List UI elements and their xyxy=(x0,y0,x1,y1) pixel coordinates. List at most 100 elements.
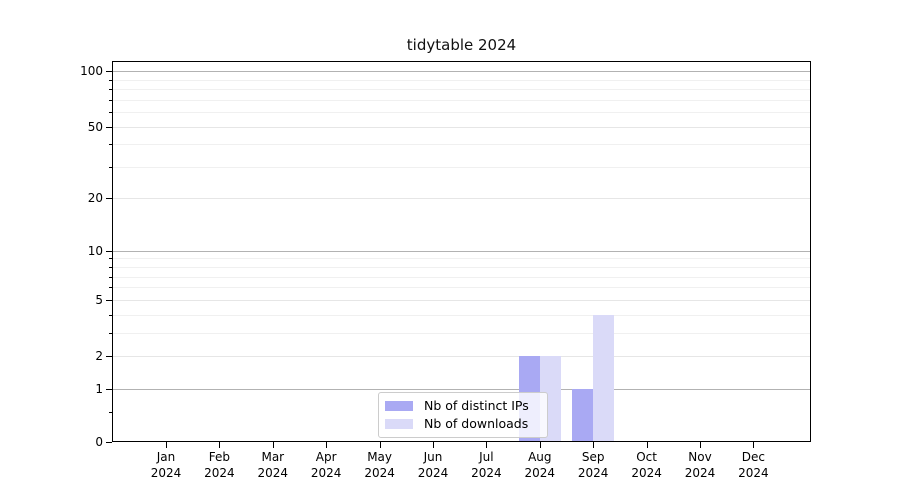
x-tick-label-month: Jun xyxy=(423,450,443,464)
y-minor-tick xyxy=(109,314,112,316)
x-tick-label: Jun 2024 xyxy=(406,449,460,481)
x-tick-label: Feb 2024 xyxy=(192,449,246,481)
x-tick-label-month: Mar xyxy=(261,450,285,464)
legend-item-distinct-ips: Nb of distinct IPs xyxy=(385,397,539,415)
y-gridline xyxy=(113,258,810,260)
y-minor-tick xyxy=(109,276,112,278)
y-gridline xyxy=(113,276,810,278)
y-minor-tick xyxy=(109,99,112,101)
y-tick xyxy=(106,356,112,357)
x-tick-label-year: 2024 xyxy=(631,466,662,480)
x-tick-label-month: Jul xyxy=(479,450,494,464)
x-tick-label-month: Aug xyxy=(528,450,552,464)
x-tick-label: Dec 2024 xyxy=(726,449,780,481)
x-tick-label: Oct 2024 xyxy=(620,449,674,481)
x-tick xyxy=(379,442,381,448)
y-minor-tick xyxy=(109,89,112,91)
y-gridline xyxy=(113,299,810,301)
x-tick-label-year: 2024 xyxy=(364,466,395,480)
y-gridline xyxy=(113,89,810,91)
x-tick-label-year: 2024 xyxy=(417,466,449,480)
y-gridline xyxy=(113,267,810,269)
y-minor-tick xyxy=(109,287,112,289)
y-minor-tick xyxy=(109,412,112,414)
y-tick-label: 1 xyxy=(95,381,103,396)
bar-distinct-ips xyxy=(572,388,594,441)
x-tick-label-year: 2024 xyxy=(524,466,556,480)
bar-downloads xyxy=(593,314,615,441)
y-tick-label: 0 xyxy=(95,435,103,449)
y-gridline xyxy=(113,356,810,357)
x-tick xyxy=(272,442,274,448)
y-gridline xyxy=(113,198,810,200)
x-tick-label-month: May xyxy=(367,450,392,464)
x-tick xyxy=(219,442,221,448)
x-tick xyxy=(646,442,648,448)
x-tick-label: Jan 2024 xyxy=(139,449,193,481)
plot-frame xyxy=(112,61,811,442)
x-tick xyxy=(700,442,701,448)
x-tick-label-month: Jan xyxy=(156,450,176,464)
x-tick-label-year: 2024 xyxy=(257,466,289,480)
x-tick-label-year: 2024 xyxy=(577,466,609,480)
y-tick xyxy=(106,198,112,200)
y-gridline xyxy=(113,112,810,114)
x-tick xyxy=(539,442,541,448)
y-gridline xyxy=(113,166,810,168)
y-minor-tick xyxy=(109,267,112,269)
x-tick-label-month: Dec xyxy=(741,450,765,464)
x-tick xyxy=(593,442,595,448)
y-gridline xyxy=(113,287,810,289)
x-tick-label: Jul 2024 xyxy=(459,449,513,481)
y-minor-tick xyxy=(109,144,112,146)
y-tick-label: 10 xyxy=(87,243,103,258)
y-tick-label: 50 xyxy=(87,119,103,134)
y-tick xyxy=(106,250,112,252)
x-tick xyxy=(166,442,167,448)
y-tick xyxy=(106,126,112,128)
x-tick xyxy=(326,442,328,448)
legend: Nb of distinct IPs Nb of downloads xyxy=(378,392,548,438)
y-tick-label: 5 xyxy=(95,292,103,307)
chart-title: tidytable 2024 xyxy=(406,36,517,54)
y-tick xyxy=(106,71,112,73)
y-minor-tick xyxy=(109,112,112,114)
y-gridline xyxy=(113,314,810,316)
y-gridline xyxy=(113,250,810,252)
x-tick-label-year: 2024 xyxy=(310,466,342,480)
y-minor-tick xyxy=(109,258,112,260)
y-gridline xyxy=(113,99,810,101)
x-tick xyxy=(753,442,755,448)
y-gridline xyxy=(113,388,810,390)
x-tick-label-month: Nov xyxy=(688,450,712,464)
x-tick xyxy=(433,442,434,448)
x-tick-label: Apr 2024 xyxy=(299,449,353,481)
y-minor-tick xyxy=(109,332,112,334)
legend-label-downloads: Nb of downloads xyxy=(424,416,529,432)
x-tick-label: Nov 2024 xyxy=(673,449,727,481)
x-tick-label-year: 2024 xyxy=(738,466,769,480)
x-tick-label-month: Oct xyxy=(636,450,657,464)
x-tick-label-year: 2024 xyxy=(471,466,502,480)
y-minor-tick xyxy=(109,166,112,168)
y-gridline xyxy=(113,144,810,146)
y-gridline xyxy=(113,71,810,73)
y-tick xyxy=(106,299,112,301)
x-tick xyxy=(486,442,488,448)
x-tick-label-month: Apr xyxy=(315,450,337,464)
y-gridline xyxy=(113,332,810,334)
y-tick-label: 2 xyxy=(95,349,103,363)
y-tick xyxy=(106,442,112,443)
y-gridline xyxy=(113,79,810,81)
x-tick-label-year: 2024 xyxy=(150,466,182,480)
y-tick xyxy=(106,388,112,390)
x-tick-label: Mar 2024 xyxy=(246,449,300,481)
y-tick-label: 100 xyxy=(80,64,103,79)
x-tick-label: Aug 2024 xyxy=(513,449,567,481)
x-tick-label-month: Feb xyxy=(208,450,231,464)
x-tick-label-year: 2024 xyxy=(684,466,716,480)
x-tick-label: Sep 2024 xyxy=(566,449,620,481)
legend-item-downloads: Nb of downloads xyxy=(385,415,539,433)
x-tick-label: May 2024 xyxy=(353,449,407,481)
